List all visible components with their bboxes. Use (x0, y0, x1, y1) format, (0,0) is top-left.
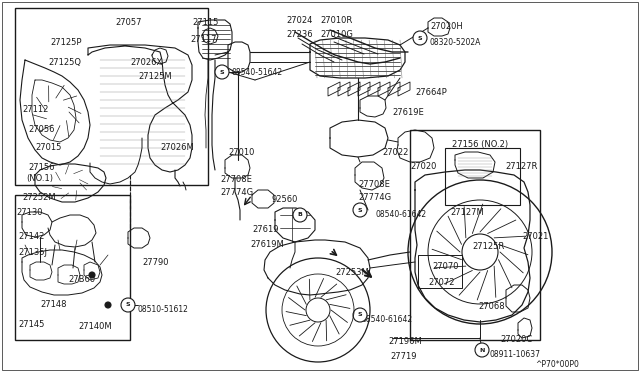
Text: 27020C: 27020C (500, 335, 532, 344)
Text: 27253M: 27253M (335, 268, 369, 277)
Text: ^P70*00P0: ^P70*00P0 (535, 360, 579, 369)
Text: 08540-61642: 08540-61642 (362, 315, 413, 324)
Text: 27068: 27068 (478, 302, 504, 311)
Text: 27125P: 27125P (50, 38, 81, 47)
Text: 27117: 27117 (190, 35, 216, 44)
Circle shape (353, 308, 367, 322)
Text: 92560: 92560 (272, 195, 298, 204)
Circle shape (353, 203, 367, 217)
Bar (15, 8, 208, 185)
Text: 27010: 27010 (228, 148, 254, 157)
Text: 27072: 27072 (428, 278, 454, 287)
Text: 27196M: 27196M (388, 337, 422, 346)
Text: 27619E: 27619E (392, 108, 424, 117)
Text: 27790: 27790 (142, 258, 168, 267)
Text: 27236: 27236 (286, 30, 312, 39)
Bar (15, 195, 130, 340)
Text: 27026M: 27026M (160, 143, 194, 152)
Text: 27708E: 27708E (358, 180, 390, 189)
Text: 27664P: 27664P (415, 88, 447, 97)
Text: 27112: 27112 (22, 105, 49, 114)
Text: N: N (479, 347, 484, 353)
Text: 27070: 27070 (432, 262, 458, 271)
Text: 27010R: 27010R (320, 16, 352, 25)
Text: 27127M: 27127M (450, 208, 484, 217)
Circle shape (475, 343, 489, 357)
Text: 27115: 27115 (192, 18, 218, 27)
Bar (445, 148, 520, 205)
Text: 27010G: 27010G (320, 30, 353, 39)
Circle shape (89, 272, 95, 278)
Text: 27125M: 27125M (138, 72, 172, 81)
Text: 27015: 27015 (35, 143, 61, 152)
Text: 27125Q: 27125Q (48, 58, 81, 67)
Text: 27135J: 27135J (18, 248, 47, 257)
Circle shape (121, 298, 135, 312)
Text: 27156: 27156 (28, 163, 54, 172)
Text: 27B60: 27B60 (68, 275, 95, 284)
Text: 27125R: 27125R (472, 242, 504, 251)
Text: 27145: 27145 (18, 320, 44, 329)
Text: 08320-5202A: 08320-5202A (430, 38, 481, 47)
Text: S: S (418, 35, 422, 41)
Text: 27148: 27148 (40, 300, 67, 309)
Text: 27774G: 27774G (358, 193, 391, 202)
Bar (418, 255, 462, 288)
Text: S: S (358, 208, 362, 212)
Text: (NO.1): (NO.1) (26, 174, 53, 183)
Text: S: S (358, 312, 362, 317)
Text: 27142: 27142 (18, 232, 44, 241)
Circle shape (413, 31, 427, 45)
Text: 08540-51642: 08540-51642 (232, 68, 283, 77)
Text: S: S (220, 70, 224, 74)
Text: 08510-51612: 08510-51612 (138, 305, 189, 314)
Text: 27020H: 27020H (430, 22, 463, 31)
Text: 27252M: 27252M (22, 193, 56, 202)
Circle shape (293, 208, 307, 222)
Text: 27130: 27130 (16, 208, 42, 217)
Text: 27140M: 27140M (78, 322, 111, 331)
Text: 08911-10637: 08911-10637 (490, 350, 541, 359)
Text: 27021: 27021 (522, 232, 548, 241)
Text: 27022: 27022 (382, 148, 408, 157)
Bar (410, 130, 540, 340)
Text: 27127R: 27127R (505, 162, 538, 171)
Text: 08540-61642: 08540-61642 (375, 210, 426, 219)
Text: 27026X: 27026X (130, 58, 163, 67)
Circle shape (215, 65, 229, 79)
Text: 27774G: 27774G (220, 188, 253, 197)
Circle shape (105, 302, 111, 308)
Text: 27056: 27056 (28, 125, 54, 134)
Text: 27156 (NO.2): 27156 (NO.2) (452, 140, 508, 149)
Text: 27719: 27719 (390, 352, 417, 361)
Text: 27619: 27619 (252, 225, 278, 234)
Text: B: B (298, 212, 303, 218)
Text: 27020: 27020 (410, 162, 436, 171)
Text: 27708E: 27708E (220, 175, 252, 184)
Text: 27024: 27024 (286, 16, 312, 25)
Text: 27057: 27057 (115, 18, 141, 27)
Text: S: S (125, 302, 131, 308)
Text: 27619M: 27619M (250, 240, 284, 249)
